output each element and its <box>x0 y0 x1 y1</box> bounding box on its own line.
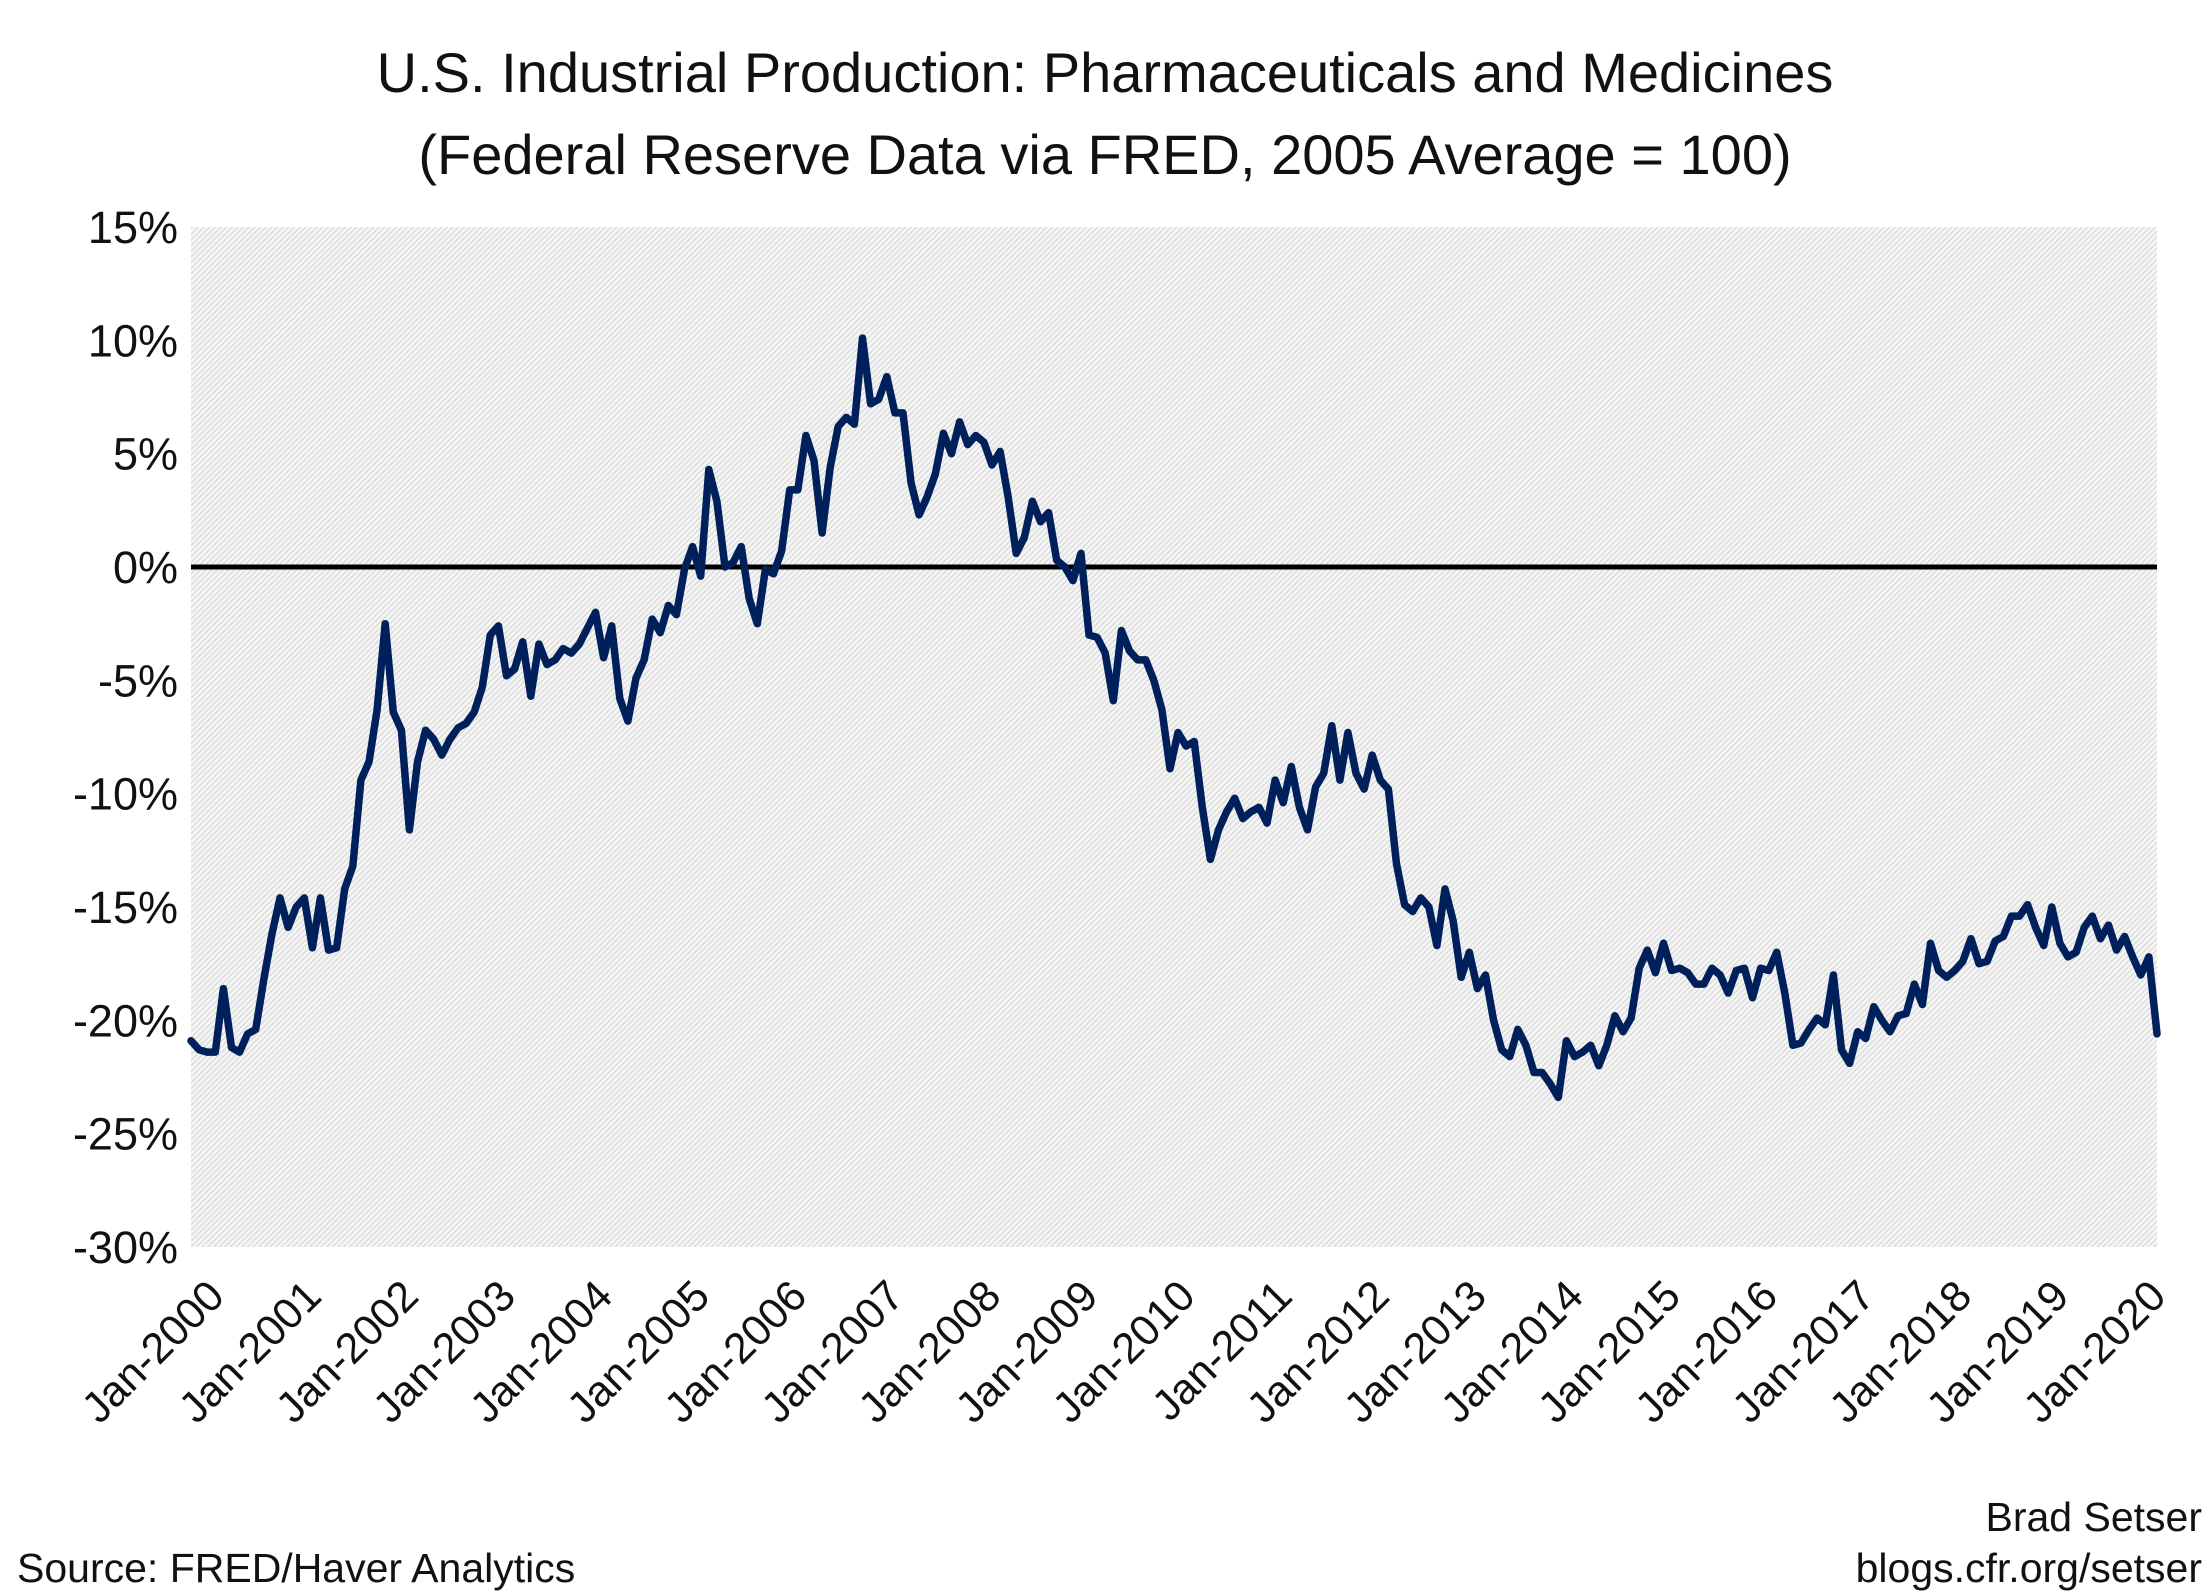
y-tick-label: -30% <box>73 1222 178 1273</box>
y-tick-label: 10% <box>88 315 178 366</box>
y-tick-label: 5% <box>113 429 178 480</box>
y-tick-label: 0% <box>113 542 178 593</box>
y-tick-label: -20% <box>73 995 178 1046</box>
series-line <box>187 334 2161 1102</box>
source-note: Source: FRED/Haver Analytics <box>17 1545 576 1591</box>
y-tick-label: -5% <box>98 655 178 706</box>
chart-subtitle: (Federal Reserve Data via FRED, 2005 Ave… <box>418 123 1792 186</box>
y-tick-label: -25% <box>73 1109 178 1160</box>
y-tick-label: -15% <box>73 882 178 933</box>
y-tick-label: -10% <box>73 769 178 820</box>
y-tick-label: 15% <box>88 202 178 253</box>
author-credit: Brad Setser <box>1985 1494 2203 1540</box>
blog-url: blogs.cfr.org/setser <box>1855 1545 2202 1591</box>
chart-title: U.S. Industrial Production: Pharmaceutic… <box>376 41 1834 104</box>
